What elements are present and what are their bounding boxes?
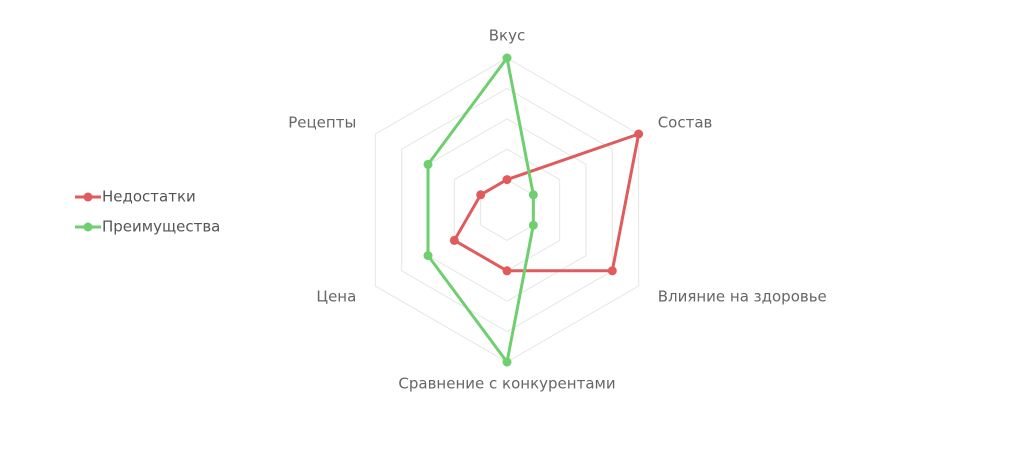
series-1-point-3 <box>502 357 512 367</box>
legend-swatch-dot-1 <box>83 222 93 232</box>
axis-label-1: Состав <box>658 114 713 132</box>
legend-swatch-dot-0 <box>83 192 93 202</box>
legend-item-0[interactable]: Недостатки <box>75 188 196 206</box>
axis-label-0: Вкус <box>489 27 525 45</box>
axis-label-2: Влияние на здоровье <box>658 288 827 306</box>
series-1-point-1 <box>528 190 538 200</box>
axis-label-5: Рецепты <box>288 114 356 132</box>
series-0-point-3 <box>502 266 512 276</box>
legend[interactable]: Недостатки Преимущества <box>75 188 220 236</box>
series-1-point-4 <box>423 251 433 261</box>
series-line-0 <box>452 132 641 273</box>
legend-label-1: Преимущества <box>102 218 220 236</box>
legend-label-0: Недостатки <box>102 188 196 206</box>
series-1-point-2 <box>528 220 538 230</box>
grid-ring-5 <box>374 57 640 363</box>
axis-labels: Вкус Состав Влияние на здоровье Сравнение с… <box>288 27 827 393</box>
axis-label-3: Сравнение с конкурентами <box>398 375 615 393</box>
axis-label-4: Цена <box>316 288 356 306</box>
series-0-point-1 <box>634 129 644 139</box>
series-0-point-4 <box>449 235 459 245</box>
series-1-point-0 <box>502 53 512 63</box>
radar-grid <box>374 57 640 363</box>
series-1-point-5 <box>423 159 433 169</box>
radar-series <box>423 53 644 367</box>
series-0-point-5 <box>476 190 486 200</box>
legend-item-1[interactable]: Преимущества <box>75 218 220 236</box>
series-0-point-2 <box>607 266 617 276</box>
grid-ring-4 <box>401 87 613 333</box>
series-0-point-0 <box>502 175 512 185</box>
